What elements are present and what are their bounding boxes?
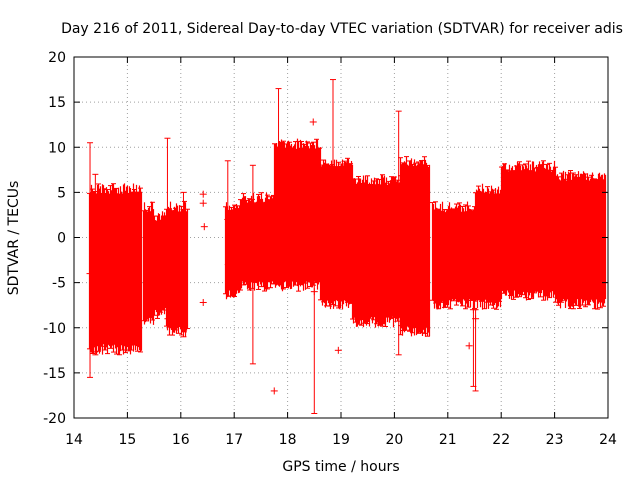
y-tick-label: 0 xyxy=(57,231,66,247)
data-point xyxy=(199,298,207,306)
y-axis-label: SDTVAR / TECUs xyxy=(6,181,22,296)
data-envelope-segment xyxy=(152,211,167,319)
data-point xyxy=(199,190,207,198)
x-tick-label: 20 xyxy=(385,432,403,448)
x-tick-label: 24 xyxy=(599,432,617,448)
data-point xyxy=(249,164,257,365)
data-envelope-segment xyxy=(553,169,607,310)
axis-ticks xyxy=(73,56,609,419)
x-tick-label: 19 xyxy=(332,432,350,448)
data-point xyxy=(465,342,473,350)
data-point xyxy=(329,79,337,196)
data-envelope-segment xyxy=(87,183,143,356)
chart-title: Day 216 of 2011, Sidereal Day-to-day VTE… xyxy=(61,21,623,37)
data-point xyxy=(91,173,99,356)
data-point xyxy=(275,88,283,211)
y-tick-labels: 20 15 10 5 0 -5 -10 -15 -20 xyxy=(43,50,66,427)
x-tick-label: 17 xyxy=(225,432,243,448)
x-tick-label: 16 xyxy=(172,432,190,448)
x-tick-label: 15 xyxy=(118,432,136,448)
x-tick-labels: 14 15 16 17 18 19 20 21 22 23 24 xyxy=(65,432,617,448)
data-envelope-segment xyxy=(350,174,403,328)
data-point xyxy=(86,142,94,378)
data-point xyxy=(199,199,207,207)
data-point xyxy=(179,191,187,338)
data-envelope-segment xyxy=(430,201,477,310)
y-tick-label: 10 xyxy=(48,140,66,156)
data-point xyxy=(309,118,317,126)
y-tick-label: -15 xyxy=(43,366,66,382)
data-envelope-segment xyxy=(398,156,431,337)
y-tick-label: -10 xyxy=(43,321,66,337)
data-point xyxy=(472,309,480,392)
x-tick-label: 14 xyxy=(65,432,83,448)
data-point xyxy=(270,387,278,395)
data-envelope-segment xyxy=(499,160,558,301)
data-point xyxy=(310,191,318,414)
data-point xyxy=(200,223,208,231)
y-tick-label: -20 xyxy=(43,411,66,427)
data-series-sdtvar xyxy=(86,79,607,414)
y-tick-label: 5 xyxy=(57,185,66,201)
x-axis-label: GPS time / hours xyxy=(282,459,399,475)
data-envelope-segment xyxy=(318,157,354,310)
x-tick-label: 22 xyxy=(492,432,510,448)
y-tick-label: 15 xyxy=(48,95,66,111)
x-tick-label: 23 xyxy=(546,432,564,448)
data-point xyxy=(224,160,232,266)
data-point xyxy=(163,137,171,320)
data-envelope-segment xyxy=(238,192,276,292)
data-point xyxy=(395,110,403,356)
data-envelope-segment xyxy=(473,183,503,310)
data-envelope-segment xyxy=(141,201,155,325)
data-point xyxy=(334,346,342,354)
x-tick-label: 18 xyxy=(279,432,297,448)
y-tick-label: 20 xyxy=(48,50,66,66)
x-tick-label: 21 xyxy=(439,432,457,448)
y-tick-label: -5 xyxy=(52,276,66,292)
